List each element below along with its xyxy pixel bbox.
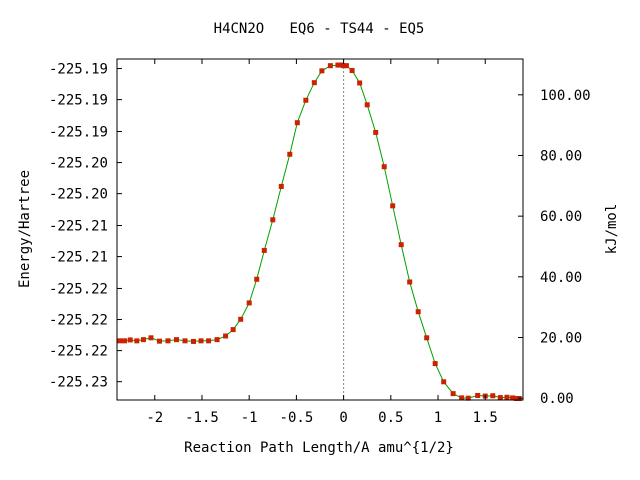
plot-area [117,59,522,401]
data-point [254,276,260,282]
x-tick-label: 1 [434,410,442,426]
y-tick-label: -225.20 [49,156,108,172]
x-axis-label: Reaction Path Length/A amu^{1/2} [184,440,454,456]
y-tick-label: -225.19 [49,125,108,141]
x-tick-label: 1.5 [473,410,498,426]
y2-tick-label: 100.00 [540,88,591,104]
data-point [504,394,510,400]
data-point [424,335,430,341]
data-point [459,395,465,401]
data-point [415,309,421,315]
plot-frame [116,58,524,401]
data-point [432,361,438,367]
x-tick-label: 0.5 [378,410,403,426]
data-point [510,395,516,401]
data-point [270,217,276,223]
data-point [513,395,519,401]
data-point [349,68,355,74]
data-point [198,338,204,344]
data-point [441,379,447,385]
data-point [261,247,267,253]
data-point [117,338,123,344]
data-point [156,338,162,344]
y-axis-left: -225.23 -225.22 -225.22 -225.22 -225.21 -225.… [49,62,122,391]
y-tick-label: -225.21 [49,219,108,235]
x-axis: -2 -1.5 -1 -0.5 0 0.5 1 1.5 [146,59,498,426]
y-tick-label: -225.21 [49,250,108,266]
y2-tick-label: 80.00 [540,148,582,164]
x-tick-label: -1 [241,410,258,426]
data-point [319,68,325,74]
x-tick-label: -1.5 [185,410,219,426]
y-axis-label: Energy/Hartree [17,170,33,288]
data-point [230,327,236,333]
data-point [338,62,344,68]
data-point [364,102,370,108]
y-tick-label: -225.22 [49,344,108,360]
data-point [327,63,333,69]
data-point [182,338,188,344]
y-tick-label: -225.22 [49,313,108,329]
data-point [407,279,413,285]
chart-title: H4CN2O EQ6 - TS44 - EQ5 [214,21,425,37]
data-point [475,392,481,398]
data-point [122,338,128,344]
energy-profile-line [119,64,520,399]
data-point [148,335,154,341]
data-point [341,63,347,69]
data-point [223,333,229,339]
data-point [173,337,179,343]
data-point [165,338,171,344]
y2-tick-label: 20.00 [540,331,582,347]
data-point [134,338,140,344]
data-point [450,391,456,397]
y-tick-label: -225.19 [49,93,108,109]
data-point [190,338,196,344]
y-tick-label: -225.20 [49,187,108,203]
data-point [287,151,293,157]
y2-tick-label: 40.00 [540,270,582,286]
data-point [206,338,212,344]
data-point [311,80,317,86]
data-point [127,337,133,343]
y-tick-label: -225.22 [49,281,108,297]
data-point [343,63,349,69]
y-tick-label: -225.23 [49,375,108,391]
x-tick-label: 0 [339,410,347,426]
x-tick-label: -0.5 [280,410,314,426]
y-axis-right: 0.00 20.00 40.00 60.00 80.00 100.00 [518,88,591,407]
data-point [238,316,244,322]
y2-tick-label: 60.00 [540,209,582,225]
data-point [373,129,379,135]
x-tick-label: -2 [146,410,163,426]
data-point [303,97,309,103]
data-point [490,393,496,399]
data-point [335,62,341,68]
data-point [497,395,503,401]
data-point [278,183,284,189]
data-point [390,203,396,209]
data-point [294,120,300,126]
data-point [357,80,363,86]
data-point [246,300,252,306]
data-point [214,337,220,343]
data-point [140,337,146,343]
y-tick-label: -225.19 [49,62,108,78]
y2-axis-label: kJ/mol [604,204,620,255]
data-point [398,242,404,248]
data-point [465,395,471,401]
data-point [381,164,387,170]
y2-tick-label: 0.00 [540,391,574,407]
